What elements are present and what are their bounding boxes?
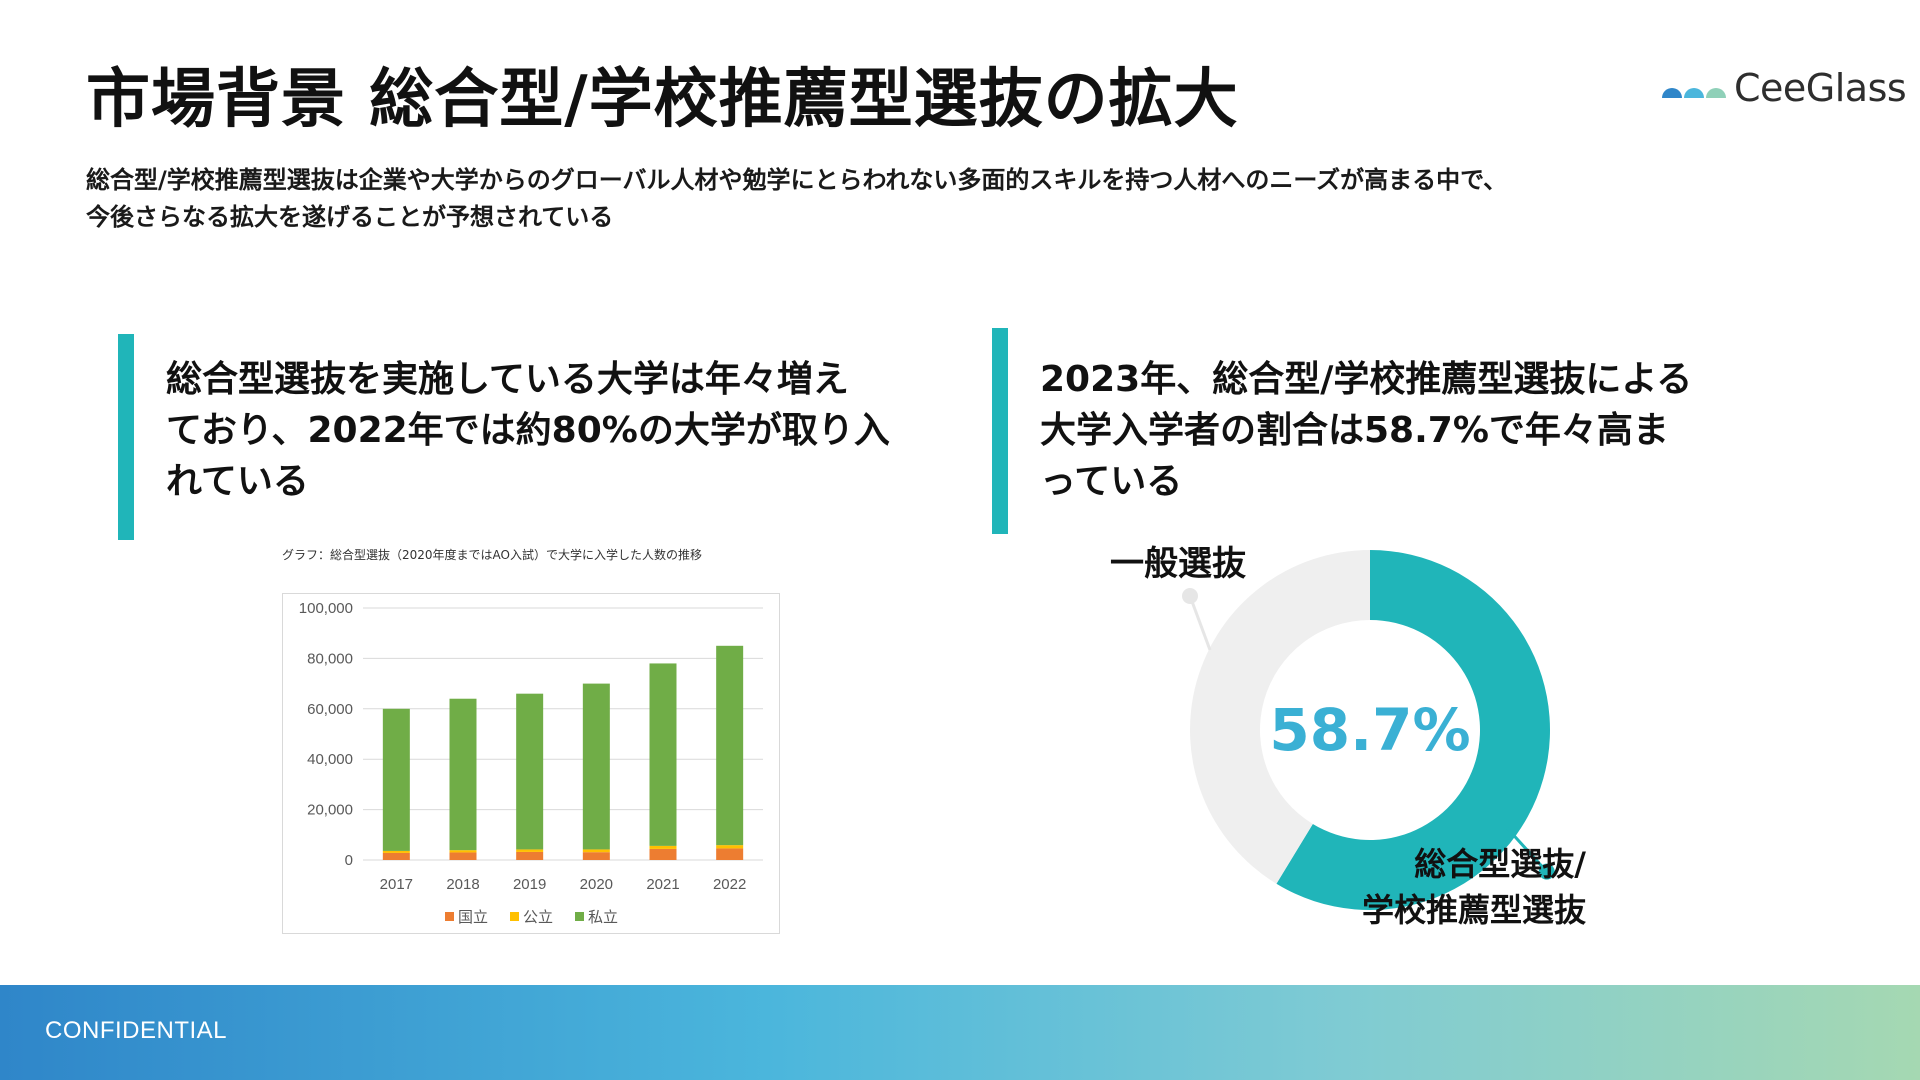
leader-dot: [1538, 863, 1555, 880]
bar-segment: [582, 852, 610, 860]
leader-line: [1505, 826, 1548, 873]
bar-segment: [449, 850, 477, 853]
x-tick-label: 2021: [646, 876, 679, 893]
logo-mark-icon: [1662, 88, 1726, 98]
right-heading-line: っている: [1040, 461, 1183, 502]
donut-rest-label: 一般選抜: [1110, 544, 1246, 584]
bar-segment: [516, 849, 544, 852]
left-heading: 総合型選抜を実施している大学は年々増え ており、2022年では約80%の大学が取…: [166, 354, 890, 507]
donut-chart-svg: 58.7% 総合型選抜/学校推薦型選抜 一般選抜: [1110, 544, 1586, 929]
footer-band: CONFIDENTIAL: [0, 985, 1920, 1080]
subtitle-line: 今後さらなる拡大を遂げることが予想されている: [86, 203, 614, 231]
bar-segment: [649, 663, 677, 846]
x-tick-label: 2019: [513, 876, 546, 893]
bar-segment: [382, 852, 410, 860]
legend-label: 公立: [523, 908, 553, 926]
right-heading: 2023年、総合型/学校推薦型選抜による 大学入学者の割合は58.7%で年々高ま…: [1040, 354, 1692, 507]
bar-chart: 0 20,000 40,000 60,000 80,000 100,000 2017 2018…: [282, 593, 780, 934]
x-tick-label: 2020: [580, 876, 613, 893]
donut-slice: [1276, 550, 1550, 910]
y-tick-label: 20,000: [307, 802, 353, 819]
donut-chart: 58.7% 総合型選抜/学校推薦型選抜 一般選抜: [1110, 540, 1690, 940]
y-tick-label: 60,000: [307, 701, 353, 718]
left-heading-line: ており、2022年では約80%の大学が取り入: [166, 410, 890, 451]
bar-segment: [649, 845, 677, 849]
leader-line: [1188, 595, 1212, 651]
bar-chart-svg: 0 20,000 40,000 60,000 80,000 100,000 2017 2018…: [299, 600, 763, 926]
bar-segment: [716, 848, 744, 860]
right-accent-bar: [992, 328, 1008, 534]
subtitle: 総合型/学校推薦型選抜は企業や大学からのグローバル人材や勉学にとらわれない多面的…: [86, 162, 1507, 236]
bar-segment: [516, 693, 544, 850]
bar-segment: [582, 849, 610, 853]
x-tick-label: 2017: [380, 876, 413, 893]
right-heading-line: 2023年、総合型/学校推薦型選抜による: [1040, 359, 1693, 400]
y-tick-label: 80,000: [307, 650, 353, 667]
bar-segment: [649, 848, 677, 860]
logo-text: CeeGlass: [1734, 66, 1907, 110]
donut-main-label: 総合型選抜/: [1414, 845, 1586, 883]
right-heading-line: 大学入学者の割合は58.7%で年々高ま: [1040, 410, 1669, 451]
y-tick-label: 0: [345, 852, 353, 869]
left-accent-bar: [118, 334, 134, 540]
bar-segment: [716, 645, 744, 846]
bar-segment: [382, 708, 410, 851]
bar-segment: [516, 851, 544, 860]
legend-swatch: [575, 912, 584, 921]
bar-segment: [716, 845, 744, 849]
footer-confidential: CONFIDENTIAL: [45, 1017, 228, 1044]
left-heading-line: れている: [166, 461, 309, 502]
bar-chart-title: グラフ：総合型選抜（2020年度まではAO入試）で大学に入学した人数の推移: [282, 548, 702, 562]
legend-label: 国立: [458, 908, 488, 926]
ceeglass-logo: CeeGlass: [1660, 66, 1907, 112]
bar-segment: [582, 683, 610, 850]
subtitle-line: 総合型/学校推薦型選抜は企業や大学からのグローバル人材や勉学にとらわれない多面的…: [86, 166, 1508, 194]
donut-slice: [1190, 550, 1370, 884]
legend-label: 私立: [588, 908, 618, 926]
leader-dot: [1182, 588, 1198, 604]
y-tick-label: 40,000: [307, 751, 353, 768]
bar-segment: [382, 850, 410, 853]
legend-swatch: [510, 912, 519, 921]
y-tick-label: 100,000: [299, 600, 353, 617]
donut-center-label: 58.7%: [1269, 696, 1470, 764]
bar-segment: [449, 698, 477, 851]
donut-main-label: 学校推薦型選抜: [1362, 891, 1586, 929]
bar-segment: [449, 852, 477, 860]
x-tick-label: 2022: [713, 876, 746, 893]
x-tick-label: 2018: [446, 876, 479, 893]
legend-swatch: [445, 912, 454, 921]
left-heading-line: 総合型選抜を実施している大学は年々増え: [166, 359, 849, 400]
page-title: 市場背景 総合型/学校推薦型選抜の拡大: [86, 63, 1239, 137]
